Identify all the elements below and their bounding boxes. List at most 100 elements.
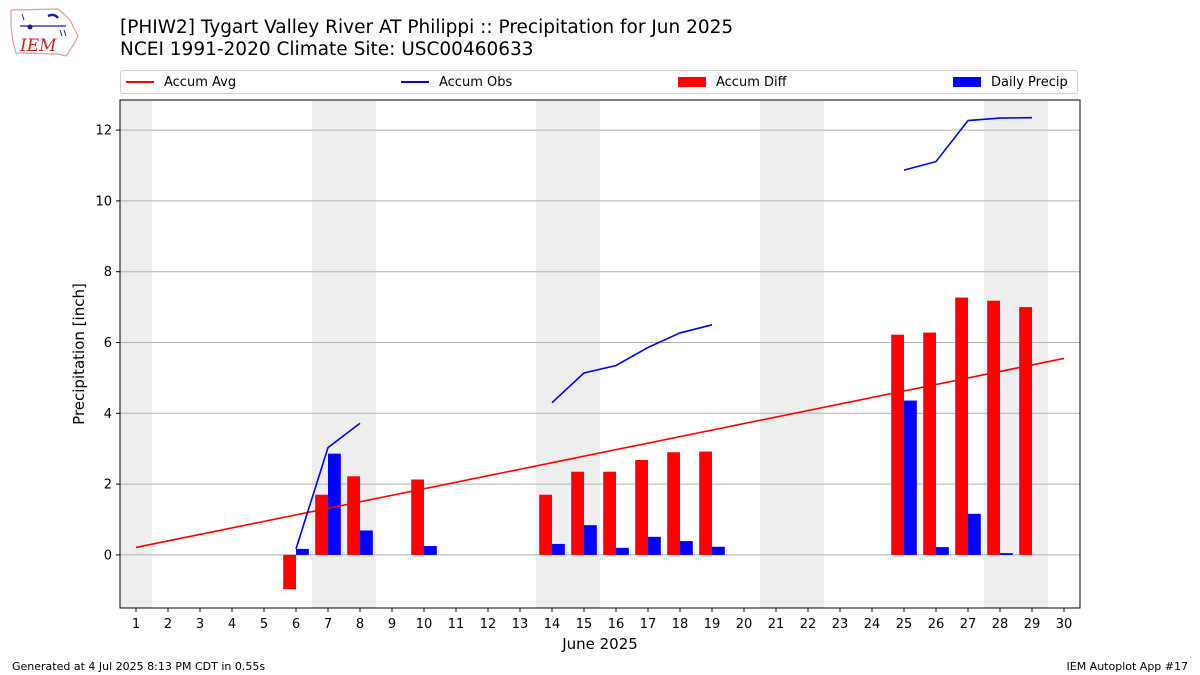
legend-item-accum-obs: Accum Obs [401, 71, 512, 93]
x-tick-label-14: 14 [544, 617, 561, 632]
daily-precip-bar-day-8 [360, 530, 373, 555]
x-tick-label-19: 19 [704, 617, 721, 632]
chart-title: [PHIW2] Tygart Valley River AT Philippi … [120, 17, 734, 38]
iem-logo: IEM [10, 8, 79, 57]
legend-swatch-accum-obs [401, 81, 429, 83]
accum-diff-bar-day-29 [1019, 307, 1032, 555]
x-tick-label-30: 30 [1056, 617, 1073, 632]
x-tick-label-4: 4 [228, 617, 236, 632]
daily-precip-bar-day-25 [904, 400, 917, 555]
x-tick-label-26: 26 [928, 617, 945, 632]
x-tick-label-20: 20 [736, 617, 753, 632]
lines [135, 116, 1065, 550]
x-tick-label-22: 22 [800, 617, 817, 632]
x-tick-label-24: 24 [864, 617, 881, 632]
x-tick-label-12: 12 [480, 617, 497, 632]
x-tick-label-25: 25 [896, 617, 913, 632]
x-tick-label-6: 6 [292, 617, 300, 632]
legend-swatch-accum-diff [678, 77, 706, 87]
accum-diff-bar-day-17 [635, 460, 648, 555]
accum-diff-bar-day-16 [603, 471, 616, 555]
legend-item-daily-precip: Daily Precip [953, 71, 1068, 93]
y-tick-label-8: 8 [104, 265, 112, 280]
axis-ticks: 1 2 3 4 5 6 7 8 9 10 11 12 13 14 15 16 17 18 19 20 21 22 23 24 2… [95, 124, 1072, 632]
x-tick-label-10: 10 [416, 617, 433, 632]
x-tick-label-9: 9 [388, 617, 396, 632]
y-tick-label-12: 12 [95, 124, 112, 139]
legend-label-accum-diff: Accum Diff [716, 74, 787, 90]
x-tick-label-7: 7 [324, 617, 332, 632]
accum-obs-line-segment-2 [551, 324, 713, 404]
daily-precip-bar-day-15 [584, 525, 597, 555]
legend-item-accum-avg: Accum Avg [126, 71, 236, 93]
accum-diff-bar-day-15 [571, 471, 584, 555]
x-tick-label-16: 16 [608, 617, 625, 632]
x-tick-label-2: 2 [164, 617, 172, 632]
y-axis-label: Precipitation [inch] [70, 283, 88, 425]
x-tick-label-18: 18 [672, 617, 689, 632]
y-tick-label-4: 4 [104, 407, 112, 422]
accum-diff-bar-day-14 [539, 494, 552, 555]
accum-diff-bar-day-18 [667, 452, 680, 555]
accum-diff-bar-day-27 [955, 297, 968, 555]
plot-frame [119, 99, 1081, 609]
x-tick-label-11: 11 [448, 617, 465, 632]
bars [283, 297, 1032, 590]
footer-app-text: IEM Autoplot App #17 [1066, 660, 1189, 673]
logo-text: IEM [19, 36, 57, 56]
weekend-shade-day-1 [120, 100, 152, 608]
x-tick-label-28: 28 [992, 617, 1009, 632]
daily-precip-bar-day-10 [424, 546, 437, 555]
x-tick-label-3: 3 [196, 617, 204, 632]
y-tick-label-2: 2 [104, 478, 112, 493]
legend-item-accum-diff: Accum Diff [678, 71, 787, 93]
legend-swatch-daily-precip [953, 77, 981, 87]
legend-swatch-accum-avg [126, 81, 154, 83]
accum-diff-bar-day-19 [699, 451, 712, 555]
x-tick-label-29: 29 [1024, 617, 1041, 632]
accum-diff-bar-day-6 [283, 554, 296, 590]
accum-obs-line-segment-1 [295, 422, 361, 550]
accum-obs-line-segment-3 [903, 116, 1033, 171]
daily-precip-bar-day-19 [712, 546, 725, 555]
daily-precip-bar-day-27 [968, 513, 981, 555]
x-tick-label-27: 27 [960, 617, 977, 632]
daily-precip-bar-day-14 [552, 543, 565, 555]
daily-precip-bar-day-28 [1000, 553, 1013, 555]
x-axis-label: June 2025 [561, 635, 638, 653]
legend-label-accum-obs: Accum Obs [439, 74, 513, 90]
x-tick-label-15: 15 [576, 617, 593, 632]
legend: Accum Avg Accum Obs Accum Diff Daily Pre… [120, 70, 1078, 94]
accum-avg-line [135, 357, 1065, 549]
daily-precip-bar-day-16 [616, 547, 629, 555]
x-tick-label-23: 23 [832, 617, 849, 632]
daily-precip-bar-day-7 [328, 453, 341, 555]
legend-label-accum-avg: Accum Avg [164, 74, 237, 90]
x-tick-label-5: 5 [260, 617, 268, 632]
daily-precip-bar-day-18 [680, 541, 693, 555]
accum-diff-bar-day-10 [411, 479, 424, 555]
legend-label-daily-precip: Daily Precip [991, 74, 1068, 90]
x-tick-label-8: 8 [356, 617, 364, 632]
accum-diff-bar-day-26 [923, 332, 936, 555]
weekend-shade-day-21 [760, 100, 792, 608]
accum-diff-bar-day-25 [891, 334, 904, 555]
chart-subtitle: NCEI 1991-2020 Climate Site: USC00460633 [120, 39, 534, 60]
footer-generated-text: Generated at 4 Jul 2025 8:13 PM CDT in 0… [12, 660, 266, 673]
accum-diff-bar-day-28 [987, 300, 1000, 555]
daily-precip-bar-day-26 [936, 547, 949, 555]
grid-lines [120, 129, 1080, 556]
accum-diff-bar-day-7 [315, 494, 328, 555]
accum-diff-bar-day-8 [347, 476, 360, 555]
daily-precip-bar-day-17 [648, 536, 661, 555]
daily-precip-bar-day-6 [296, 548, 309, 555]
y-tick-label-10: 10 [95, 194, 112, 209]
y-tick-label-0: 0 [104, 548, 112, 563]
weekend-shade-day-22 [792, 100, 824, 608]
x-tick-label-13: 13 [512, 617, 529, 632]
x-tick-label-1: 1 [132, 617, 140, 632]
y-tick-label-6: 6 [104, 336, 112, 351]
x-tick-label-17: 17 [640, 617, 657, 632]
x-tick-label-21: 21 [768, 617, 785, 632]
